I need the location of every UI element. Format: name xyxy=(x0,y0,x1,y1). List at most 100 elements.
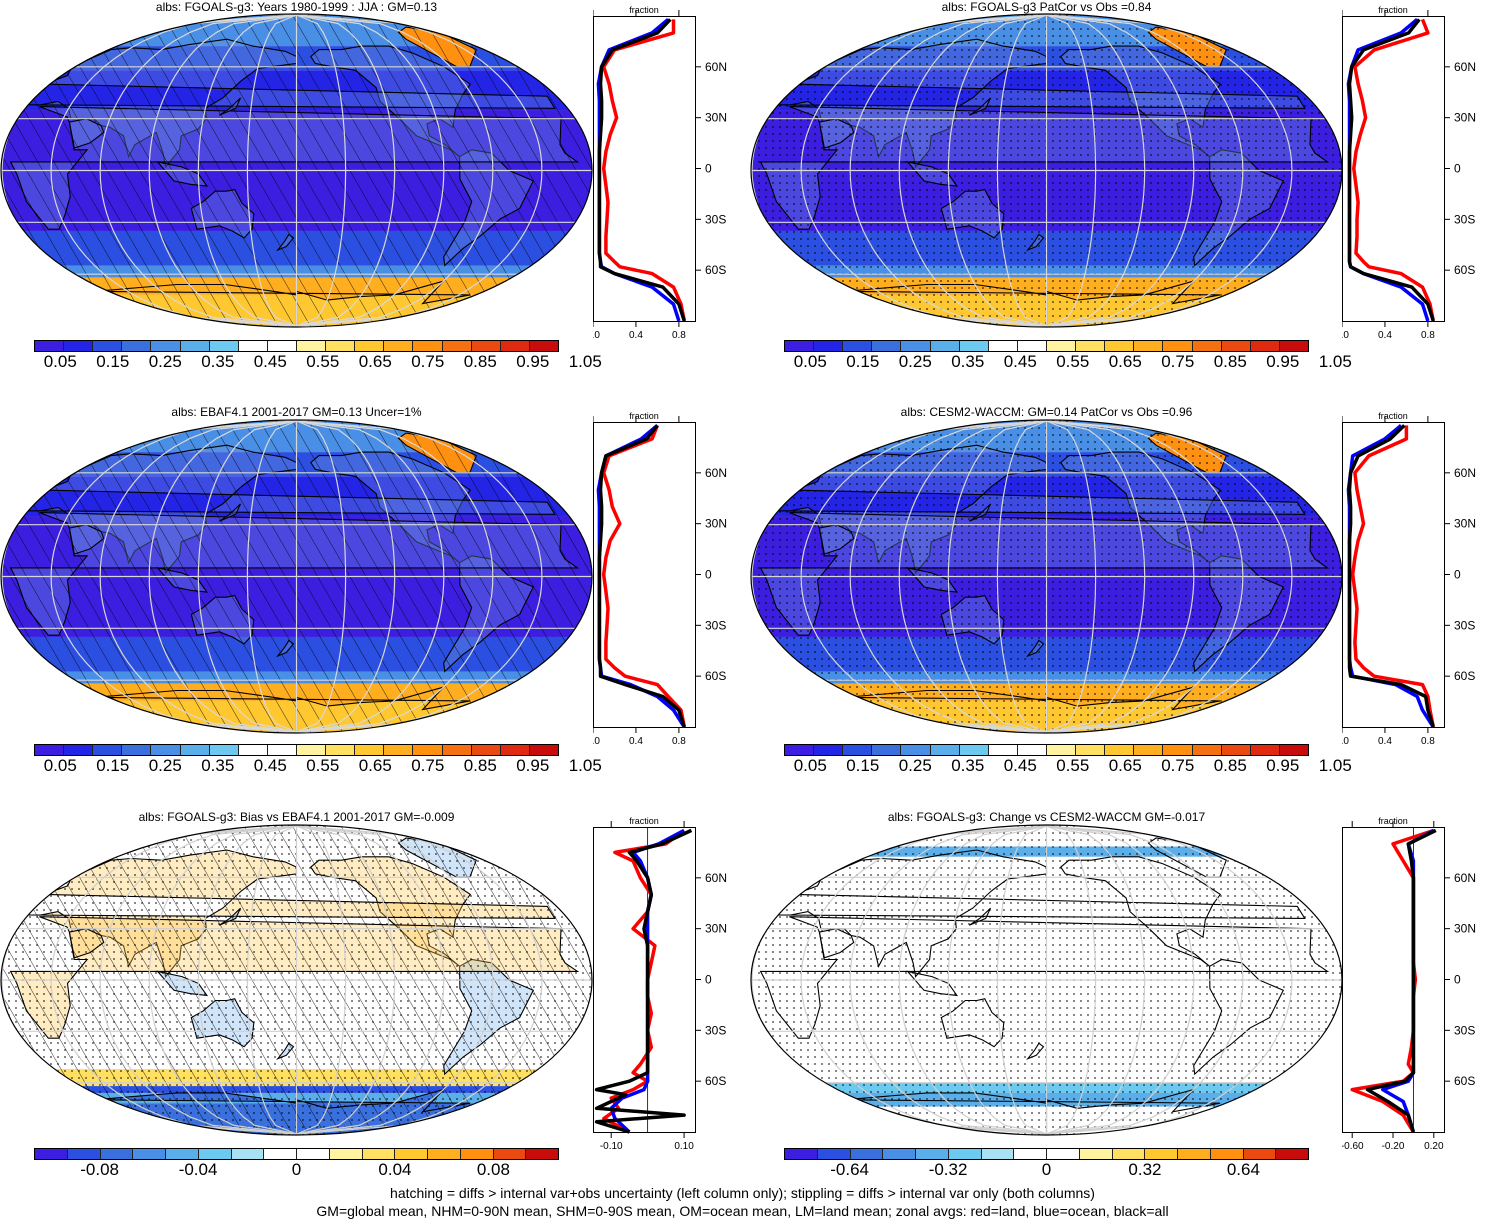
colorbar-swatch xyxy=(209,745,239,755)
zonal-x-tick-label: 0.8 xyxy=(1421,736,1435,747)
colorbar-swatch xyxy=(93,341,123,351)
colorbar-6 xyxy=(784,1148,1309,1160)
colorbar-swatch xyxy=(1192,745,1222,755)
colorbar-labels: 0.05 0.15 0.25 0.35 0.45 0.55 0.65 0.75 0.85 0.95… xyxy=(784,352,1352,374)
colorbar-swatch xyxy=(296,341,327,351)
zonal-frame xyxy=(593,16,696,322)
colorbar-label: 0.15 xyxy=(96,352,130,371)
colorbar-labels: 0.05 0.15 0.25 0.35 0.45 0.55 0.65 0.75 0.85 0.95… xyxy=(34,756,602,778)
colorbar-label: 0.95 xyxy=(516,352,550,371)
zonal-lat-label: 60N xyxy=(705,871,727,885)
panel-title-5: albs: FGOALS-g3: Bias vs EBAF4.1 2001-20… xyxy=(138,810,455,824)
zonal-plot-1: fraction 0.0 0.4 0.8 60N 30N 0 30S 60S xyxy=(586,2,753,351)
zonal-series-ocean xyxy=(1346,18,1430,322)
graticule xyxy=(751,420,1342,733)
colorbar-label: 0.95 xyxy=(1266,352,1300,371)
zonal-lat-label: 30S xyxy=(1454,212,1475,226)
zonal-svg: fraction 0.0 0.4 0.8 60N 30N 0 30S 60S xyxy=(586,5,727,341)
colorbar-swatch xyxy=(1105,745,1135,755)
zonal-axis-label: fraction xyxy=(629,816,659,826)
zonal-series-ocean xyxy=(596,18,681,322)
colorbar-swatch xyxy=(901,745,931,755)
colorbar-swatch xyxy=(1017,341,1047,351)
colorbar-label: 0.25 xyxy=(898,352,932,371)
colorbar-swatch xyxy=(988,745,1018,755)
map-outline xyxy=(0,824,593,1136)
colorbar-swatch xyxy=(1047,1149,1080,1159)
colorbar-label: 0.08 xyxy=(476,1160,510,1179)
zonal-lat-label: 60N xyxy=(1454,871,1476,885)
colorbar-label: 0 xyxy=(291,1160,302,1179)
zonal-x-tick-label: 0.0 xyxy=(593,330,600,341)
colorbar-swatch xyxy=(1210,1149,1244,1159)
map-svg xyxy=(0,419,593,734)
colorbar-swatch xyxy=(814,745,844,755)
colorbar-swatch xyxy=(817,1149,851,1159)
colorbar-swatch xyxy=(198,1149,232,1159)
colorbar-label: 1.05 xyxy=(1318,756,1352,775)
zonal-x-tick-label: -0.20 xyxy=(1382,1141,1405,1152)
colorbar-swatch xyxy=(326,745,356,755)
map-2 xyxy=(750,13,1343,328)
colorbar-swatch xyxy=(231,1149,265,1159)
zonal-series-all xyxy=(1347,424,1435,728)
colorbar-label: 0.55 xyxy=(306,756,340,775)
colorbar-label: 0.15 xyxy=(96,756,130,775)
colorbar-label: 0.05 xyxy=(793,352,827,371)
zonal-plot-2: fraction 0.0 0.4 0.8 60N 30N 0 30S 60S xyxy=(1335,2,1485,351)
colorbar-swatch xyxy=(814,341,844,351)
colorbar-swatch xyxy=(64,341,94,351)
zonal-svg: fraction -0.10 0.10 60N 30N 0 30S 60S xyxy=(593,816,727,1152)
colorbar-swatch xyxy=(785,745,815,755)
colorbar-swatch xyxy=(1076,745,1106,755)
colorbar-swatch xyxy=(362,1149,396,1159)
zonal-x-tick-label: 0.8 xyxy=(672,330,686,341)
colorbar-swatch xyxy=(267,341,297,351)
zonal-x-tick-label: 0.4 xyxy=(1378,330,1392,341)
zonal-x-tick-label: -0.60 xyxy=(1342,1141,1364,1152)
footer-line-1: hatching = diffs > internal var+obs unce… xyxy=(390,1185,1095,1201)
colorbar-swatch xyxy=(355,341,385,351)
zonal-x-tick-label: 0.4 xyxy=(629,736,643,747)
zonal-x-tick-label: 0.0 xyxy=(1342,330,1349,341)
colorbar-swatch xyxy=(1014,1149,1047,1159)
colorbar-labels: 0.05 0.15 0.25 0.35 0.45 0.55 0.65 0.75 0.85 0.95… xyxy=(784,756,1352,778)
colorbar-swatch xyxy=(1046,745,1077,755)
zonal-lat-label: 60N xyxy=(705,466,727,480)
zonal-lat-label: 0 xyxy=(705,973,712,987)
zonal-svg: fraction 0.0 0.4 0.8 60N 30N 0 30S 60S xyxy=(1335,5,1476,341)
colorbar-swatch xyxy=(785,341,815,351)
colorbar-swatch xyxy=(442,745,472,755)
colorbar-swatch xyxy=(1145,1149,1178,1159)
colorbar-label: -0.04 xyxy=(178,1160,218,1179)
colorbar-swatch xyxy=(67,1149,101,1159)
zonal-series-all xyxy=(1347,18,1435,322)
colorbar-label: 0.45 xyxy=(1003,756,1037,775)
colorbar-swatch xyxy=(1076,341,1106,351)
zonal-lat-label: 0 xyxy=(705,568,712,582)
zonal-lat-label: 30S xyxy=(705,1023,726,1037)
colorbar-swatch xyxy=(180,341,210,351)
zonal-lat-label: 60S xyxy=(705,263,726,277)
colorbar-swatch xyxy=(1276,1149,1308,1159)
map-svg xyxy=(0,13,593,328)
colorbar-label: 0.95 xyxy=(516,756,550,775)
colorbar-label: 0.05 xyxy=(43,352,77,371)
zonal-lat-label: 30S xyxy=(1454,1023,1475,1037)
colorbar-swatch xyxy=(151,341,181,351)
colorbar-swatch xyxy=(872,341,902,351)
colorbar-label: 0.75 xyxy=(411,756,445,775)
map-svg xyxy=(750,419,1343,734)
graticule xyxy=(751,14,1342,327)
colorbar-swatch xyxy=(1163,341,1193,351)
colorbar-swatch xyxy=(35,1149,68,1159)
colorbar-label: 0.45 xyxy=(253,352,287,371)
colorbar-swatch xyxy=(413,745,443,755)
colorbar-3 xyxy=(34,744,559,756)
zonal-series-land xyxy=(1352,18,1436,322)
graticule xyxy=(1,420,592,733)
zonal-lat-label: 60N xyxy=(1454,60,1476,74)
colorbar-swatch xyxy=(1178,1149,1211,1159)
colorbar-swatch xyxy=(988,341,1018,351)
zonal-series-all xyxy=(597,18,686,322)
